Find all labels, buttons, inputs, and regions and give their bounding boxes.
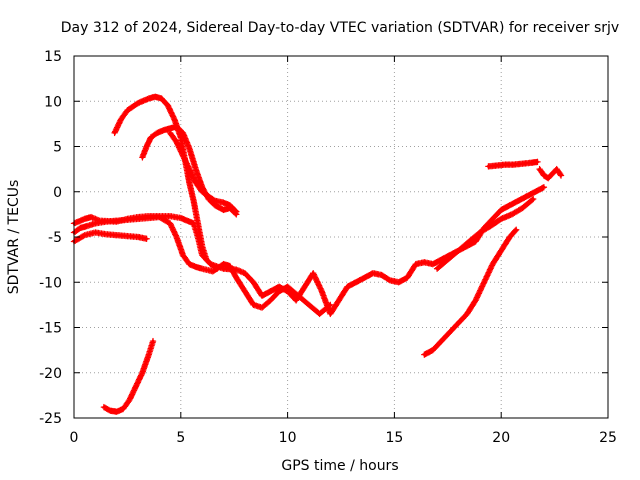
y-tick-label: -10 [39, 275, 62, 291]
x-tick-label: 20 [492, 430, 510, 446]
series-layer [70, 93, 565, 415]
x-tick-label: 15 [385, 430, 403, 446]
series-core-arc-10 [486, 160, 539, 168]
series-core-arc-11 [538, 167, 563, 180]
x-tick-label: 10 [279, 430, 297, 446]
y-tick-label: 0 [53, 185, 62, 201]
y-tick-label: 15 [44, 49, 62, 65]
grid-lines [74, 56, 608, 418]
x-tick-label: 0 [70, 430, 79, 446]
plot-frame [73, 55, 609, 419]
series-core-arc-9 [435, 197, 535, 271]
series-core-arc-2 [72, 231, 149, 243]
series-core-arc-1 [72, 185, 546, 316]
y-tick-label: 10 [44, 94, 62, 110]
series-core-arc-6 [168, 131, 238, 214]
y-tick-label: 5 [53, 140, 62, 156]
y-tick-label: -5 [48, 230, 62, 246]
y-tick-label: -15 [39, 321, 62, 337]
x-axis-label: GPS time / hours [281, 458, 398, 474]
y-tick-label: -20 [39, 366, 62, 382]
x-tick-label: 5 [176, 430, 185, 446]
axis-ticks: 0 5 10 15 20 25 -25 -20 -15 -10 -5 0 5 10 15 [39, 49, 617, 446]
series-core-arc-5 [140, 125, 238, 216]
y-tick-label: -25 [39, 411, 62, 427]
series-core-arc-7 [102, 339, 155, 414]
x-tick-label: 25 [599, 430, 617, 446]
y-axis-label: SDTVAR / TECUs [6, 180, 22, 295]
chart-title: Day 312 of 2024, Sidereal Day-to-day VTE… [61, 20, 619, 36]
series-core-arc-3 [72, 215, 332, 316]
series-core-arc-8 [422, 228, 518, 357]
